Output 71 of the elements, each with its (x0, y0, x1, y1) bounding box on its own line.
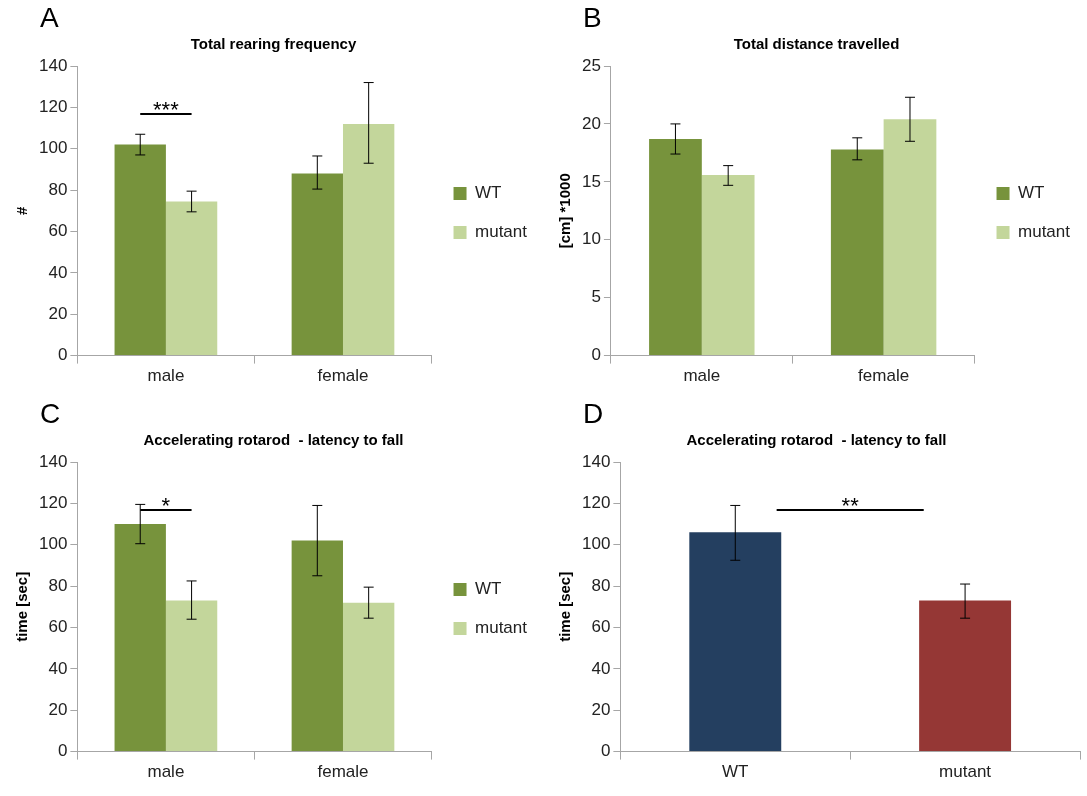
bar (165, 201, 218, 356)
x-tick-label: male (683, 366, 721, 386)
bar (649, 138, 702, 356)
y-tick-label: 0 (57, 345, 68, 365)
y-tick-label: 25 (581, 55, 601, 75)
chart-title: Total rearing frequency (190, 35, 357, 53)
bar (342, 602, 395, 752)
y-tick-label: 5 (591, 287, 601, 307)
y-tick-label: 120 (38, 97, 68, 117)
y-tick-label: 40 (48, 262, 68, 282)
x-tick-label: mutant (939, 762, 992, 782)
annotation: *** (153, 97, 180, 123)
y-tick-label: 80 (48, 179, 68, 199)
bar (830, 149, 884, 356)
y-tick-label: 0 (591, 345, 601, 365)
legend-label: mutant (475, 222, 528, 242)
y-tick-label: 10 (581, 229, 601, 249)
bar (165, 600, 218, 752)
chart-title: Accelerating rotarod - latency to fall (143, 431, 404, 449)
bar (342, 123, 395, 356)
y-tick-label: 140 (581, 451, 611, 471)
x-tick-label: female (317, 762, 369, 782)
y-axis-title: time [sec] (556, 571, 574, 642)
bar (291, 540, 343, 752)
legend-label: WT (475, 183, 502, 203)
annotation: ** (841, 493, 860, 519)
text: A (39, 1, 60, 35)
bar (114, 144, 166, 356)
x-tick-label: WT (722, 762, 749, 782)
y-tick-label: 60 (48, 221, 68, 241)
x-tick-label: male (147, 366, 185, 386)
y-tick-label: 40 (48, 658, 68, 678)
y-tick-label: 100 (38, 534, 68, 554)
y-axis-title: # (13, 205, 31, 215)
y-tick-label: 140 (38, 55, 68, 75)
chart-title: Total distance travelled (733, 35, 900, 53)
bar (114, 524, 166, 752)
bar (701, 174, 755, 356)
bar (291, 173, 343, 356)
y-tick-label: 80 (48, 575, 68, 595)
y-tick-label: 0 (600, 741, 611, 761)
y-axis-title: time [sec] (13, 571, 31, 642)
y-tick-label: 20 (48, 699, 68, 719)
y-tick-label: 140 (38, 451, 68, 471)
x-tick-label: female (858, 366, 910, 386)
chart-title: Accelerating rotarod - latency to fall (686, 431, 947, 449)
y-axis-title: [cm] *1000 (556, 173, 574, 249)
y-tick-label: 20 (591, 699, 611, 719)
legend-label: mutant (1018, 222, 1071, 242)
bar (883, 119, 937, 356)
y-tick-label: 20 (48, 303, 68, 323)
x-tick-label: male (147, 762, 185, 782)
y-tick-label: 100 (38, 138, 68, 158)
y-tick-label: 0 (57, 741, 68, 761)
y-tick-label: 100 (581, 534, 611, 554)
legend-label: mutant (475, 618, 528, 638)
text: D (582, 397, 605, 431)
y-tick-label: 20 (581, 113, 601, 133)
y-tick-label: 60 (48, 617, 68, 637)
y-tick-label: 80 (591, 575, 611, 595)
y-tick-label: 120 (581, 493, 611, 513)
y-tick-label: 60 (591, 617, 611, 637)
x-tick-label: female (317, 366, 369, 386)
legend-label: WT (475, 579, 502, 599)
y-tick-label: 120 (38, 493, 68, 513)
legend-label: WT (1018, 183, 1045, 203)
text: C (39, 397, 62, 431)
text: B (582, 1, 603, 35)
annotation: * (161, 493, 171, 519)
y-tick-label: 40 (591, 658, 611, 678)
y-tick-label: 15 (581, 171, 601, 191)
